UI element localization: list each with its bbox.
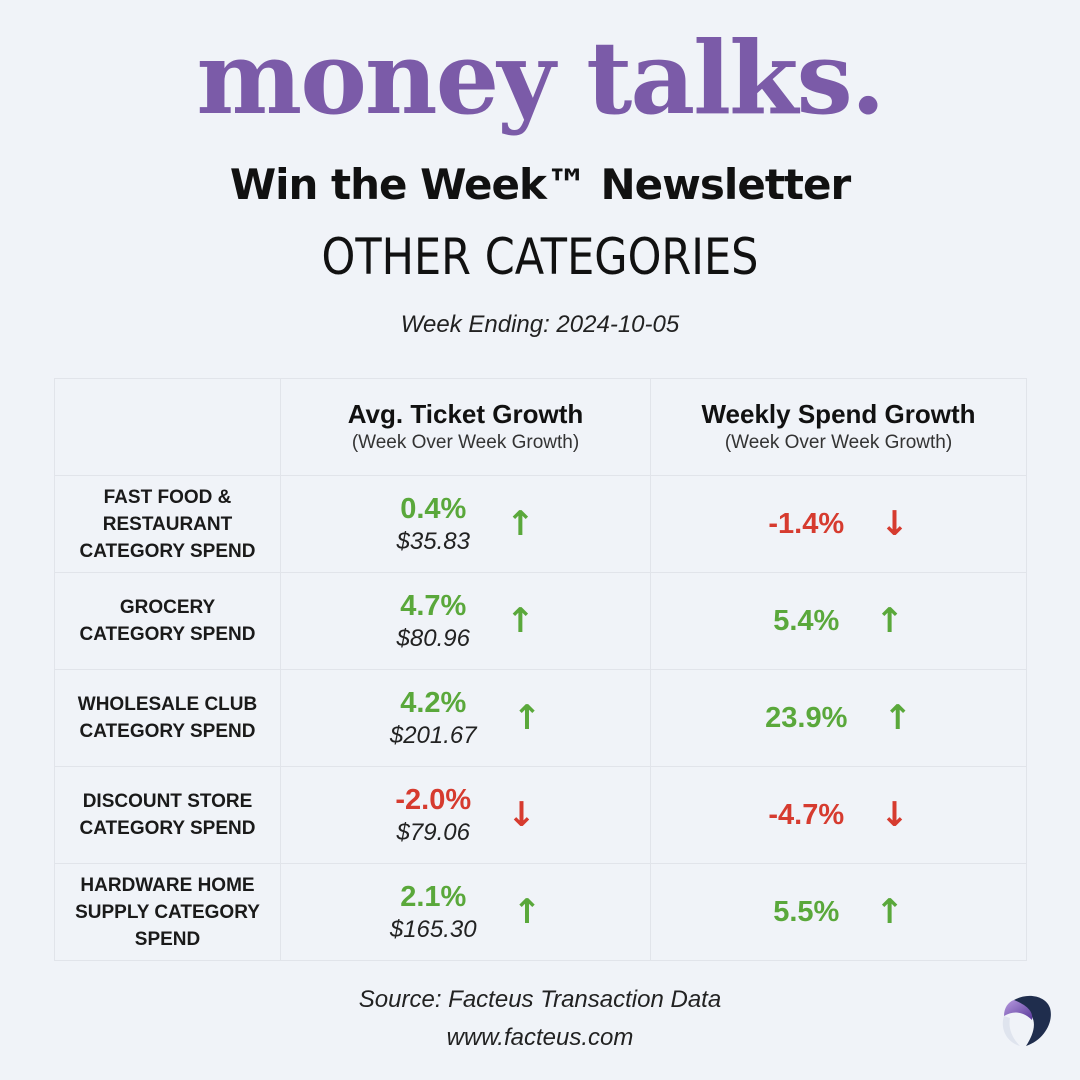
avg-ticket-amount: $165.30 [389, 916, 477, 943]
newsletter-title: Win the Week™ Newsletter [229, 160, 851, 209]
category-title: OTHER CATEGORIES [321, 228, 759, 286]
arrow-up-icon: ↑ [875, 892, 904, 932]
header-ticket-title: Avg. Ticket Growth [347, 399, 584, 429]
row-label: FAST FOOD & RESTAURANT CATEGORY SPEND [54, 475, 281, 573]
spend-growth-pct: -4.7% [768, 799, 845, 831]
header-spend-title: Weekly Spend Growth [701, 399, 976, 429]
week-ending: Week Ending: 2024-10-05 [400, 311, 680, 338]
header-spend-growth: Weekly Spend Growth (Week Over Week Grow… [650, 378, 1027, 476]
avg-ticket-amount: $35.83 [396, 528, 470, 555]
ticket-growth-pct: 0.4% [400, 493, 467, 525]
ticket-growth-pct: -2.0% [395, 784, 472, 816]
arrow-up-icon: ↑ [512, 698, 542, 738]
table-row: WHOLESALE CLUB CATEGORY SPEND 4.2% $201.67… [54, 669, 1027, 767]
avg-ticket-amount: $79.06 [396, 819, 470, 846]
avg-ticket-amount: $80.96 [396, 625, 470, 652]
website-link[interactable]: www.facteus.com [446, 1024, 634, 1051]
header-empty-cell [54, 378, 281, 476]
ticket-growth-pct: 2.1% [400, 881, 467, 913]
arrow-up-icon: ↑ [505, 504, 535, 544]
ticket-growth-pct: 4.2% [400, 687, 467, 719]
row-label: DISCOUNT STORE CATEGORY SPEND [54, 766, 281, 864]
table-row: FAST FOOD & RESTAURANT CATEGORY SPEND 0.4… [54, 475, 1027, 573]
spend-growth-pct: 23.9% [765, 702, 848, 734]
arrow-up-icon: ↑ [875, 601, 904, 641]
arrow-down-icon: ↓ [880, 795, 909, 835]
row-label: HARDWARE HOME SUPPLY CATEGORY SPEND [54, 863, 281, 961]
spend-growth-pct: -1.4% [768, 508, 845, 540]
ticket-growth-cell: -2.0% $79.06 ↓ [280, 766, 651, 864]
header-ticket-subtitle: (Week Over Week Growth) [351, 432, 580, 453]
ticket-growth-cell: 0.4% $35.83 ↑ [280, 475, 651, 573]
source-text: Source: Facteus Transaction Data [358, 986, 722, 1013]
arrow-up-icon: ↑ [883, 698, 912, 738]
growth-table: Avg. Ticket Growth (Week Over Week Growt… [54, 378, 1027, 961]
ticket-growth-cell: 2.1% $165.30 ↑ [280, 863, 651, 961]
spend-growth-cell: 5.4% ↑ [650, 572, 1027, 670]
table-row: HARDWARE HOME SUPPLY CATEGORY SPEND 2.1% $… [54, 863, 1027, 961]
brand-title: money talks. [196, 19, 885, 137]
spend-growth-cell: 23.9% ↑ [650, 669, 1027, 767]
table-header-row: Avg. Ticket Growth (Week Over Week Growt… [54, 378, 1027, 476]
avg-ticket-amount: $201.67 [389, 722, 477, 749]
spend-growth-cell: -1.4% ↓ [650, 475, 1027, 573]
ticket-growth-cell: 4.7% $80.96 ↑ [280, 572, 651, 670]
arrow-up-icon: ↑ [512, 892, 542, 932]
spend-growth-pct: 5.4% [773, 605, 840, 637]
spend-growth-cell: -4.7% ↓ [650, 766, 1027, 864]
facteus-logo-icon [1002, 995, 1051, 1046]
spend-growth-cell: 5.5% ↑ [650, 863, 1027, 961]
ticket-growth-cell: 4.2% $201.67 ↑ [280, 669, 651, 767]
row-label: WHOLESALE CLUB CATEGORY SPEND [54, 669, 281, 767]
spend-growth-pct: 5.5% [773, 896, 840, 928]
row-label: GROCERY CATEGORY SPEND [54, 572, 281, 670]
arrow-down-icon: ↓ [880, 504, 909, 544]
table-row: DISCOUNT STORE CATEGORY SPEND -2.0% $79.06… [54, 766, 1027, 864]
ticket-growth-pct: 4.7% [400, 590, 467, 622]
arrow-up-icon: ↑ [505, 601, 535, 641]
header-ticket-growth: Avg. Ticket Growth (Week Over Week Growt… [280, 378, 651, 476]
table-row: GROCERY CATEGORY SPEND 4.7% $80.96 ↑ 5.4% ↑ [54, 572, 1027, 670]
arrow-down-icon: ↓ [507, 795, 536, 835]
header-spend-subtitle: (Week Over Week Growth) [724, 432, 953, 453]
